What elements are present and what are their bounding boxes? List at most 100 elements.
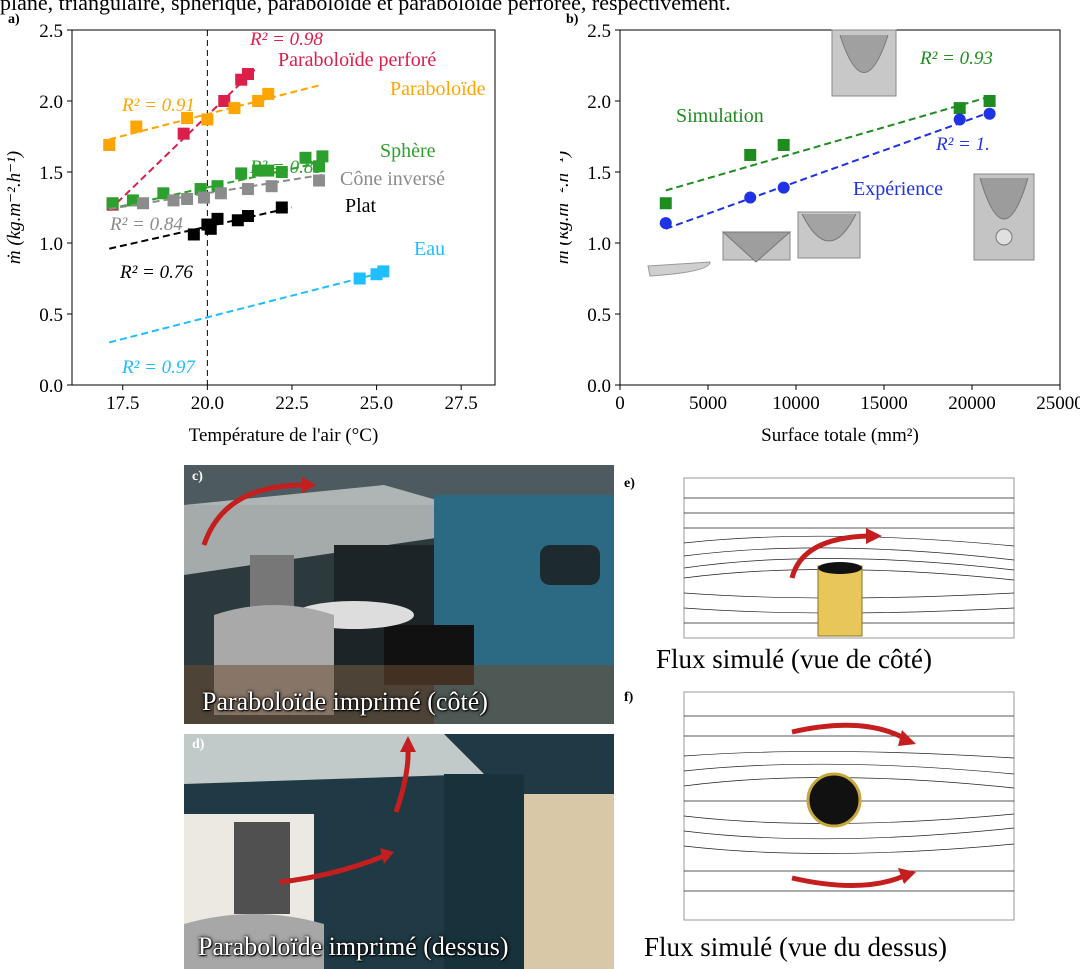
- fit-line-simulation: [665, 95, 990, 192]
- data-point-exp-rience: [983, 107, 996, 120]
- photo-illustration-side: [184, 465, 614, 724]
- shape-illustration-plat: [647, 261, 711, 277]
- y-axis-label: ṁ (kg.m⁻².h⁻¹): [560, 151, 573, 264]
- data-point-sph-re: [316, 150, 329, 163]
- data-point-simulation: [983, 95, 996, 107]
- r2-label-parabolo-de-perfor: R² = 0.98: [249, 29, 323, 50]
- r2-label-eau: R² = 0.97: [121, 357, 196, 378]
- y-tick-label: 1.0: [587, 234, 611, 255]
- shape-illustration-cone: [721, 231, 792, 263]
- panel-label-d: d): [192, 737, 205, 752]
- r2-label-parabolo-de: R² = 0.91: [121, 95, 195, 116]
- data-point-parabolo-de: [252, 95, 265, 107]
- photo-illustration-top: [184, 734, 614, 969]
- y-tick-label: 0.0: [587, 376, 611, 397]
- y-tick-label: 2.0: [587, 92, 611, 113]
- fit-line-plat: [109, 206, 293, 250]
- data-point-parabolo-de-perfor: [177, 127, 190, 140]
- data-point-sph-re: [299, 151, 312, 164]
- data-point-parabolo-de: [130, 120, 143, 133]
- series-label-parabolo-de: Paraboloïde: [390, 78, 486, 100]
- panel-label-c: c): [192, 469, 203, 484]
- data-point-sph-re: [313, 160, 326, 173]
- data-point-c-ne-invers: [181, 192, 194, 205]
- data-point-c-ne-invers: [313, 174, 326, 187]
- caption-c: Paraboloïde imprimé (côté): [202, 687, 488, 716]
- x-axis-label: Température de l'air (°C): [189, 425, 379, 446]
- chart-b: 0 5000 10000 15000 20000 25000 0.0 0.5 1.0 1.5 2.0…: [560, 21, 1080, 446]
- x-tick-label: 20.0: [191, 393, 224, 414]
- data-point-sph-re: [126, 194, 139, 207]
- y-tick-label: 1.5: [39, 163, 63, 184]
- series-label-plat: Plat: [345, 195, 377, 217]
- shape-illustration-paraboloide: [831, 29, 897, 97]
- caption-f: Flux simulé (vue du dessus): [644, 932, 947, 962]
- panel-label-a: a): [8, 12, 20, 27]
- data-point-simulation: [744, 148, 757, 161]
- series-label-eau: Eau: [414, 238, 445, 260]
- data-point-simulation: [659, 197, 672, 210]
- data-point-simulation: [953, 102, 966, 115]
- data-point-parabolo-de: [181, 112, 194, 125]
- fit-line-parabolo-de-perfor: [108, 69, 256, 212]
- data-point-sph-re: [106, 197, 119, 210]
- data-point-plat: [187, 228, 200, 241]
- y-tick-label: 2.5: [39, 21, 63, 42]
- x-tick-label: 25.0: [360, 393, 393, 414]
- x-tick-label: 22.5: [275, 393, 308, 414]
- caption-e: Flux simulé (vue de côté): [656, 644, 932, 674]
- photo-panel-top: d) Paraboloïde imprimé (dessus): [184, 734, 614, 969]
- r2-label-sph-re: R² = 0.85: [249, 157, 323, 178]
- chart-a: 17.5 20.0 22.5 25.0 27.5 0.0 0.5 1.0 1.5 2.0 2.5 Te…: [4, 21, 496, 446]
- y-tick-label: 2.5: [587, 21, 611, 42]
- sim-illustration-top: [622, 686, 1022, 924]
- x-tick-label: 5000: [689, 393, 727, 414]
- data-point-exp-rience: [953, 113, 966, 126]
- panel-label-e: e): [624, 476, 635, 491]
- x-axis-label: Surface totale (mm²): [761, 425, 919, 446]
- data-point-parabolo-de: [262, 87, 275, 100]
- data-point-plat: [211, 212, 224, 225]
- series-label-simulation: Simulation: [676, 105, 764, 127]
- y-tick-label: 0.0: [39, 376, 63, 397]
- data-point-simulation: [777, 139, 790, 152]
- x-tick-label: 10000: [772, 393, 820, 414]
- series-label-sph-re: Sphère: [380, 140, 436, 162]
- series-label-c-ne-invers: Cône inversé: [340, 168, 445, 190]
- data-point-parabolo-de: [228, 102, 241, 115]
- data-point-sph-re: [275, 166, 288, 178]
- data-point-c-ne-invers: [197, 191, 210, 204]
- data-point-exp-rience: [777, 181, 790, 194]
- x-tick-label: 25000: [1036, 393, 1080, 414]
- x-tick-label: 15000: [860, 393, 908, 414]
- y-tick-label: 0.5: [39, 305, 63, 326]
- fit-line-exp-rience: [665, 111, 990, 230]
- data-point-sph-re: [262, 164, 275, 177]
- sim-panel-top: f): [622, 686, 1022, 924]
- top-caption-text: plane, triangulaire, sphérique, parabolo…: [0, 0, 731, 15]
- r2-label-plat: R² = 0.76: [119, 262, 193, 283]
- x-tick-label: 20000: [948, 393, 996, 414]
- series-label-parabolo-de-perfor: Paraboloïde perforé: [278, 49, 436, 71]
- y-axis-label: ṁ (kg.m⁻².h⁻¹): [4, 151, 25, 264]
- data-point-plat: [275, 201, 288, 214]
- shape-illustration-perfore: [973, 173, 1035, 261]
- y-tick-label: 2.0: [39, 92, 63, 113]
- fit-line-eau: [108, 270, 387, 344]
- data-point-c-ne-invers: [241, 183, 254, 196]
- data-point-c-ne-invers: [137, 197, 150, 210]
- data-point-parabolo-de-perfor: [218, 95, 231, 107]
- data-point-eau: [377, 265, 390, 278]
- r2-label-c-ne-invers: R² = 0.84: [109, 214, 183, 235]
- panel-label-f: f): [624, 690, 634, 705]
- data-point-exp-rience: [659, 217, 672, 230]
- r2-label-exp-rience: R² = 1.: [935, 134, 990, 155]
- data-point-parabolo-de-perfor: [241, 68, 254, 81]
- data-point-eau: [353, 272, 366, 285]
- data-point-sph-re: [252, 164, 265, 177]
- r2-label-simulation: R² = 0.93: [919, 48, 993, 69]
- y-tick-label: 1.5: [587, 163, 611, 184]
- data-point-parabolo-de: [201, 113, 214, 126]
- panel-label-b: b): [566, 12, 579, 27]
- data-point-parabolo-de: [103, 139, 116, 152]
